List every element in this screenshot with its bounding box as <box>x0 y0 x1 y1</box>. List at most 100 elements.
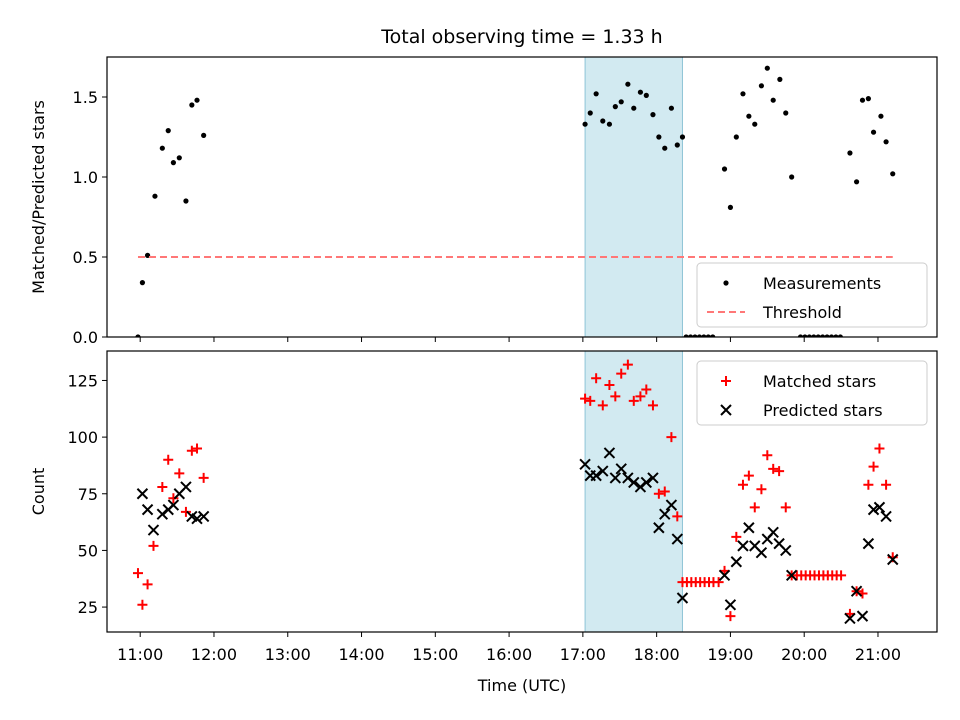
x-axis-label: Time (UTC) <box>477 676 566 695</box>
measurement-point <box>159 145 165 151</box>
x-tick-label: 12:00 <box>191 645 237 664</box>
x-tick-label: 16:00 <box>486 645 532 664</box>
measurement-point <box>733 134 739 140</box>
measurement-point <box>593 91 599 97</box>
predicted-star-point <box>737 540 749 552</box>
measurement-point <box>883 139 889 145</box>
measurement-point <box>170 160 176 166</box>
predicted-star-point <box>856 610 869 622</box>
predicted-star-point <box>880 510 892 523</box>
legend-label: Measurements <box>763 274 881 293</box>
y-tick-label: 25 <box>78 598 98 617</box>
y-tick-label: 125 <box>67 371 98 390</box>
measurement-point <box>692 334 698 337</box>
measurement-point <box>600 118 606 124</box>
measurement-point <box>797 334 804 337</box>
predicted-star-point <box>147 524 160 536</box>
predicted-star-point <box>887 553 899 566</box>
predicted-star-point <box>867 503 880 516</box>
measurement-point <box>770 97 776 103</box>
measurement-point <box>643 92 649 98</box>
measurement-point <box>606 121 613 127</box>
matched-star-point <box>597 400 608 411</box>
predicted-star-point <box>647 472 659 484</box>
predicted-star-point <box>659 508 671 520</box>
measurement-point <box>758 83 765 89</box>
predicted-star-point <box>615 463 627 475</box>
measurement-point <box>650 112 656 118</box>
predicted-star-point <box>785 569 798 582</box>
legend: Measurements Threshold <box>696 262 928 328</box>
predicted-star-point <box>197 510 210 523</box>
matched-star-point <box>653 488 664 499</box>
x-tick-label: 21:00 <box>855 645 901 664</box>
predicted-star-point <box>141 503 154 516</box>
matched-star-point <box>591 373 602 384</box>
predicted-star-point <box>597 465 609 477</box>
matched-star-point <box>163 454 174 465</box>
measurement-point <box>859 97 866 103</box>
y-tick-label: 1.0 <box>73 168 98 187</box>
axes-frame <box>106 56 938 338</box>
predicted-star-point <box>167 499 180 511</box>
measurement-point <box>679 134 686 140</box>
measurement-point <box>727 204 734 210</box>
measurement-point <box>752 121 758 127</box>
measurement-point <box>165 128 171 134</box>
measurement-point <box>687 334 694 337</box>
panel-1: 0.0 0.5 1.0 1.5 Matched/Predicted stars Total… <box>29 26 938 347</box>
predicted-star-point <box>671 533 684 545</box>
y-tick-label: 50 <box>78 541 98 560</box>
measurement-point <box>847 150 853 156</box>
y-tick-label: 100 <box>67 428 98 447</box>
predicted-star-point <box>640 476 653 489</box>
y-tick-label: 0.0 <box>73 328 98 347</box>
matched-star-point <box>768 463 779 474</box>
measurement-point <box>878 113 884 119</box>
measurement-point <box>582 121 588 127</box>
matched-star-point <box>180 506 191 517</box>
measurement-point <box>783 110 789 116</box>
matched-star-point <box>731 531 742 542</box>
predicted-star-point <box>579 458 591 471</box>
legend-label: Threshold <box>762 303 842 322</box>
y-tick-label: 75 <box>78 485 98 504</box>
measurement-point <box>183 198 189 204</box>
measurement-point <box>865 96 871 102</box>
predicted-star-point <box>850 585 863 597</box>
matched-star-point <box>148 540 159 551</box>
measurement-point <box>705 334 711 337</box>
matched-star-point <box>713 577 724 588</box>
matched-star-point <box>142 579 153 590</box>
matched-star-point <box>641 384 652 395</box>
measurement-point <box>696 334 703 337</box>
matched-star-point <box>192 443 203 454</box>
matched-star-point <box>737 479 748 490</box>
measurement-point <box>890 171 896 177</box>
predicted-star-point <box>590 469 602 482</box>
measurement-point <box>201 132 207 138</box>
axes-frame <box>106 350 938 633</box>
matched-star-point <box>137 599 148 610</box>
measurement-point <box>668 105 675 111</box>
measurement-point <box>625 81 631 87</box>
predicted-star-point <box>755 546 768 559</box>
matched-star-point <box>628 395 639 406</box>
legend-marker-measurements <box>723 280 729 286</box>
y-axis-label: Count <box>29 468 48 516</box>
matched-star-point <box>774 466 785 477</box>
matched-star-point <box>863 479 874 490</box>
predicted-star-point <box>136 488 149 500</box>
predicted-star-point <box>180 481 192 493</box>
measurement-point <box>721 166 728 172</box>
measurement-point <box>139 280 146 286</box>
measurement-point <box>135 334 141 337</box>
matched-star-point <box>635 391 646 402</box>
predicted-star-point <box>628 476 640 489</box>
measurement-point <box>789 174 795 180</box>
matched-star-point <box>666 432 677 443</box>
predicted-star-point <box>724 599 737 611</box>
measurement-point <box>683 334 689 337</box>
panel-2: 25 50 75 100 125 11:00 12:00 13:00 14:00 15:00 16:… <box>29 350 938 695</box>
x-tick-label: 18:00 <box>634 645 680 664</box>
